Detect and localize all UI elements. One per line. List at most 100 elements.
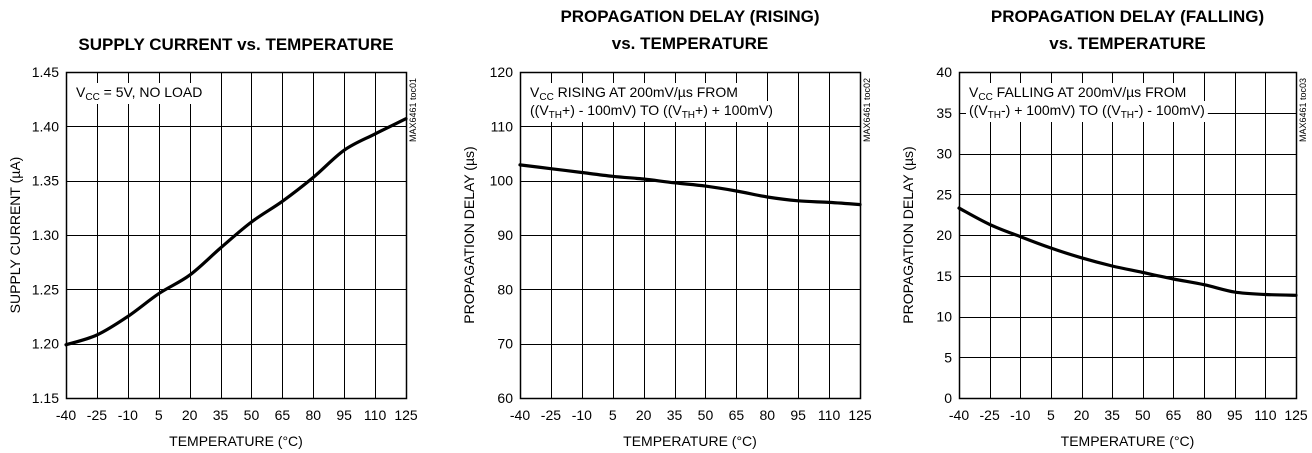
- figure-tag: MAX6461 toc03: [1298, 78, 1308, 142]
- y-tick-label: 1.20: [32, 336, 59, 352]
- data-point: [797, 200, 799, 202]
- data-point: [612, 175, 614, 177]
- x-axis-label: TEMPERATURE (°C): [1061, 433, 1195, 449]
- y-tick-label: 1.25: [32, 281, 59, 297]
- figure-tag: MAX6461 toc02: [862, 78, 872, 142]
- propagation-delay-falling-chart: PROPAGATION DELAY (FALLING) vs. TEMPERATU…: [874, 0, 1311, 453]
- x-tick-label: -25: [980, 407, 1000, 423]
- x-tick-label: 5: [1047, 407, 1055, 423]
- data-point: [673, 182, 676, 184]
- data-point: [312, 176, 314, 178]
- x-tick-label: 35: [213, 407, 229, 423]
- x-tick-label: -40: [56, 407, 76, 423]
- y-axis-label: PROPAGATION DELAY (µs): [900, 146, 916, 323]
- x-tick-label: -40: [949, 407, 969, 423]
- y-tick-label: 1.45: [32, 64, 59, 80]
- y-tick-label: 15: [936, 268, 952, 284]
- data-point: [405, 118, 407, 120]
- y-tick-label: 35: [936, 105, 952, 121]
- data-point: [158, 293, 160, 295]
- annotation-segment: TH: [1121, 110, 1134, 121]
- data-point: [374, 133, 376, 135]
- x-tick-label: 65: [1166, 407, 1182, 423]
- chart-title: PROPAGATION DELAY (RISING): [560, 7, 819, 26]
- annotation-segment: ((V: [530, 102, 549, 118]
- y-axis-label: PROPAGATION DELAY (µs): [461, 146, 477, 323]
- x-tick-label: 80: [305, 407, 321, 423]
- x-tick-label: 35: [1104, 407, 1120, 423]
- chart-title: vs. TEMPERATURE: [1049, 34, 1206, 53]
- data-point: [735, 190, 737, 192]
- data-point: [1142, 271, 1144, 274]
- x-tick-label: 50: [244, 407, 260, 423]
- annotation-segment: CC: [85, 92, 99, 103]
- x-tick-label: -25: [87, 407, 107, 423]
- annotation-segment: RISING AT 200mV/µs FROM: [554, 84, 738, 100]
- annotation-segment: CC: [978, 92, 992, 103]
- annotation-segment: V: [530, 84, 540, 100]
- chart-title: PROPAGATION DELAY (FALLING): [991, 7, 1264, 26]
- data-point: [65, 344, 67, 346]
- annotation-segment: ((V: [969, 102, 988, 118]
- annotation-segment: -) + 100mV) TO ((V: [1001, 102, 1121, 118]
- data-point: [189, 274, 191, 276]
- y-tick-label: 0: [944, 390, 952, 406]
- annotation-line: VCC FALLING AT 200mV/µs FROM: [969, 84, 1186, 103]
- y-tick-label: 5: [944, 349, 952, 365]
- annotation-line: VCC RISING AT 200mV/µs FROM: [530, 84, 738, 103]
- data-point: [581, 171, 583, 174]
- y-axis-label: SUPPLY CURRENT (µA): [7, 157, 23, 314]
- data-point: [766, 196, 768, 198]
- data-point: [643, 178, 645, 180]
- x-tick-label: 125: [1284, 407, 1308, 423]
- chart-svg: PROPAGATION DELAY (FALLING) vs. TEMPERATU…: [900, 7, 1308, 449]
- annotation-segment: V: [76, 84, 86, 100]
- annotation-segment: FALLING AT 200mV/µs FROM: [993, 84, 1187, 100]
- y-tick-label: 90: [497, 227, 513, 243]
- y-tick-label: 80: [497, 281, 513, 297]
- data-point: [519, 164, 521, 166]
- x-tick-label: -10: [1010, 407, 1030, 423]
- x-axis-label: TEMPERATURE (°C): [623, 433, 757, 449]
- data-point: [1019, 236, 1021, 238]
- chart-annotation: VCC RISING AT 200mV/µs FROM((VTH+) - 100…: [527, 83, 776, 122]
- x-tick-label: 35: [667, 407, 683, 423]
- x-tick-label: 65: [275, 407, 291, 423]
- data-point: [343, 149, 345, 151]
- annotation-line: VCC = 5V, NO LOAD: [76, 84, 202, 103]
- data-point: [127, 315, 129, 318]
- y-tick-label: 20: [936, 227, 952, 243]
- data-point: [828, 201, 830, 203]
- annotation-segment: -) - 100mV): [1134, 102, 1205, 118]
- x-tick-label: 80: [759, 407, 775, 423]
- y-tick-label: 60: [497, 390, 513, 406]
- annotation-segment: CC: [539, 92, 553, 103]
- annotation-segment: V: [969, 84, 979, 100]
- y-tick-label: 110: [491, 118, 514, 134]
- y-tick-label: 120: [490, 64, 514, 80]
- chart-title: vs. TEMPERATURE: [612, 34, 769, 53]
- chart-svg: SUPPLY CURRENT vs. TEMPERATURE -40 -25 -10 5…: [7, 35, 418, 449]
- data-point: [96, 334, 98, 336]
- data-point: [1111, 265, 1113, 267]
- plot-frame: [519, 71, 862, 400]
- data-point: [958, 207, 960, 209]
- x-tick-label: 95: [790, 407, 806, 423]
- x-tick-label: 110: [818, 407, 841, 423]
- chart-annotation: VCC FALLING AT 200mV/µs FROM((VTH-) + 10…: [966, 83, 1208, 122]
- annotation-segment: TH: [988, 110, 1001, 121]
- data-point: [704, 185, 707, 187]
- annotation-segment: +) + 100mV): [695, 102, 773, 118]
- data-point: [550, 168, 552, 170]
- data-point: [281, 200, 283, 202]
- annotation-segment: +) - 100mV) TO ((V: [562, 102, 682, 118]
- x-tick-label: 125: [848, 407, 872, 423]
- x-tick-label: 5: [155, 407, 163, 423]
- x-tick-label: -10: [572, 407, 592, 423]
- x-tick-label: -25: [541, 407, 561, 423]
- x-tick-label: 65: [729, 407, 745, 423]
- x-tick-label: 95: [1227, 407, 1243, 423]
- data-point: [1050, 247, 1052, 249]
- data-point: [1080, 257, 1083, 259]
- x-tick-label: -40: [510, 407, 530, 423]
